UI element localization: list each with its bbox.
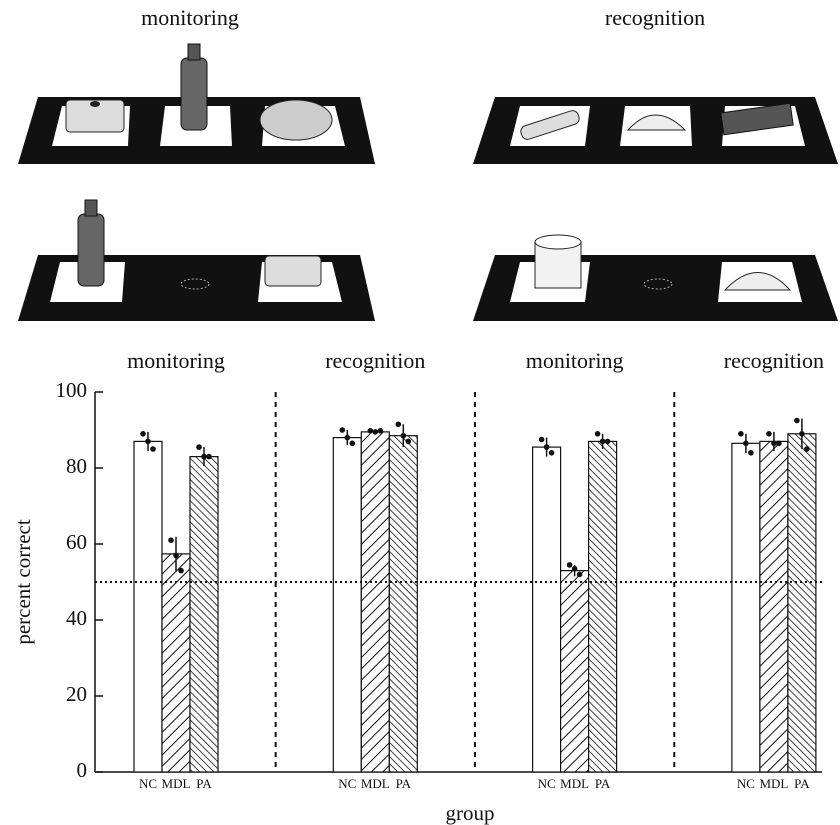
data-point: [605, 439, 611, 445]
data-point: [539, 437, 545, 443]
data-point: [140, 431, 146, 437]
bar: [134, 441, 162, 772]
data-point: [173, 553, 179, 559]
illustrations: monitoring recognition: [18, 5, 838, 321]
bottle-object: [78, 214, 104, 286]
data-point: [350, 441, 356, 447]
data-point: [794, 418, 800, 424]
x-tick-label: PA: [196, 776, 212, 791]
illustration-title: monitoring: [141, 5, 239, 30]
data-point: [206, 454, 212, 460]
box-object: [265, 256, 321, 286]
y-tick-label: 60: [66, 530, 87, 554]
cylinder-top: [535, 235, 581, 249]
x-tick-label: NC: [139, 776, 157, 791]
data-point: [378, 428, 384, 434]
bar: [162, 554, 190, 772]
y-tick-label: 80: [66, 454, 87, 478]
x-axis-label: group: [446, 801, 495, 825]
data-point: [544, 444, 550, 450]
y-tick-label: 0: [77, 758, 88, 782]
data-point: [799, 431, 805, 437]
chart: group percent correct 0 20 40 60 80 100 monito…: [11, 348, 824, 825]
data-point: [595, 431, 601, 437]
data-point: [748, 450, 754, 456]
panel-title: recognition: [325, 348, 425, 373]
data-point: [150, 446, 156, 452]
data-point: [396, 422, 402, 428]
y-axis-label: percent correct: [11, 519, 35, 644]
bowl-object: [260, 100, 332, 140]
bar: [533, 447, 561, 772]
data-point: [577, 572, 583, 578]
data-point: [804, 446, 810, 452]
bottle-object: [181, 58, 207, 130]
figure: monitoring recognition: [0, 0, 840, 825]
bar: [361, 432, 389, 772]
box-hole: [90, 101, 100, 107]
panel-title: recognition: [724, 348, 824, 373]
y-tick-label: 20: [66, 682, 87, 706]
illustration-title: recognition: [605, 5, 705, 30]
data-point: [572, 566, 578, 572]
x-tick-label: NC: [538, 776, 556, 791]
bottle-cap: [188, 44, 200, 60]
x-tick-label: MDL: [560, 776, 589, 791]
bar: [333, 438, 361, 772]
data-point: [196, 444, 202, 450]
data-point: [201, 454, 207, 460]
x-tick-label: NC: [338, 776, 356, 791]
y-tick-label: 100: [56, 378, 88, 402]
bar: [190, 457, 218, 772]
x-tick-label: MDL: [759, 776, 788, 791]
bottle-cap: [85, 200, 97, 216]
x-tick-label: NC: [737, 776, 755, 791]
x-tick-label: MDL: [162, 776, 191, 791]
data-point: [567, 562, 573, 568]
data-point: [345, 435, 351, 441]
bar: [589, 441, 617, 772]
data-point: [406, 439, 412, 445]
x-tick-label: MDL: [361, 776, 390, 791]
y-tick-label: 40: [66, 606, 87, 630]
data-point: [776, 441, 782, 447]
data-point: [178, 568, 184, 574]
x-tick-label: PA: [396, 776, 412, 791]
data-point: [168, 537, 174, 543]
data-point: [738, 431, 744, 437]
x-tick-label: PA: [595, 776, 611, 791]
bar: [561, 571, 589, 772]
data-point: [401, 433, 407, 439]
data-point: [771, 441, 777, 447]
data-point: [766, 431, 772, 437]
data-point: [600, 439, 606, 445]
data-point: [373, 429, 379, 435]
data-point: [743, 441, 749, 447]
bar: [732, 443, 760, 772]
data-point: [368, 428, 374, 434]
panel-title: monitoring: [127, 348, 225, 373]
data-point: [340, 427, 346, 433]
bar: [760, 441, 788, 772]
panel-title: monitoring: [526, 348, 624, 373]
data-point: [549, 450, 555, 456]
bar: [389, 436, 417, 772]
x-tick-label: PA: [794, 776, 810, 791]
data-point: [145, 439, 151, 445]
bar: [788, 434, 816, 772]
